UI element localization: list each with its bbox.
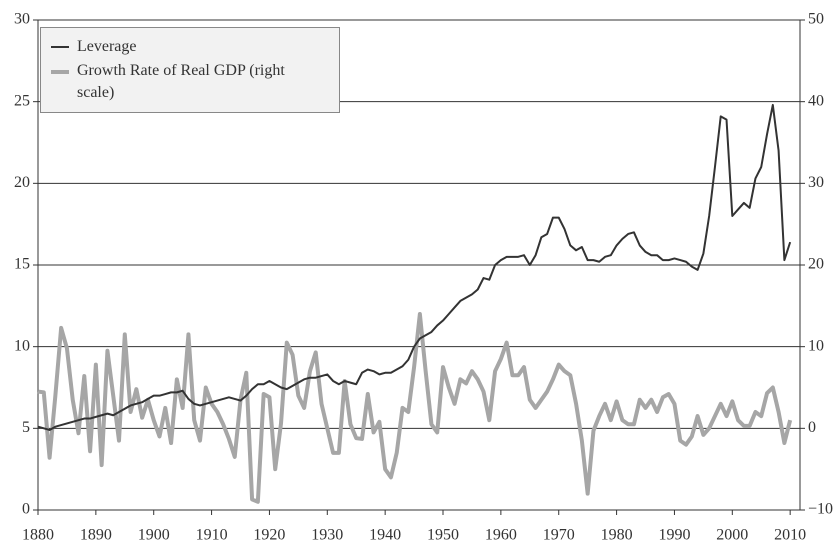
x-tick-label: 1970 bbox=[543, 527, 575, 544]
y2-tick-label: 50 bbox=[808, 11, 824, 28]
legend-swatch bbox=[51, 70, 69, 74]
x-tick-label: 1990 bbox=[658, 527, 690, 544]
legend-label: Growth Rate of Real GDP (right scale) bbox=[77, 62, 285, 101]
x-tick-label: 1950 bbox=[427, 527, 459, 544]
x-tick-label: 1980 bbox=[601, 527, 633, 544]
y-tick-label: 0 bbox=[22, 501, 30, 518]
data-line bbox=[37, 103, 792, 431]
x-tick-label: 1930 bbox=[311, 527, 343, 544]
y2-tick-label: 30 bbox=[808, 174, 824, 191]
y2-tick-label: 10 bbox=[808, 337, 824, 354]
legend-label: Leverage bbox=[77, 38, 137, 55]
y-tick-label: 5 bbox=[22, 419, 30, 436]
y-tick-label: 30 bbox=[14, 11, 30, 28]
x-tick-label: 1880 bbox=[22, 527, 54, 544]
legend-item: Growth Rate of Real GDP (right scale) bbox=[41, 60, 333, 104]
x-tick-label: 1940 bbox=[369, 527, 401, 544]
y2-tick-label: 40 bbox=[808, 92, 824, 109]
x-tick-label: 1920 bbox=[253, 527, 285, 544]
x-tick-label: 1890 bbox=[80, 527, 112, 544]
legend-item: Leverage bbox=[41, 36, 333, 58]
y2-tick-label: 0 bbox=[808, 419, 816, 436]
data-line bbox=[37, 312, 793, 504]
y-tick-label: 10 bbox=[14, 337, 30, 354]
y-tick-label: 25 bbox=[14, 92, 30, 109]
x-tick-label: 1910 bbox=[196, 527, 228, 544]
legend-swatch bbox=[51, 46, 69, 48]
y-tick-label: 15 bbox=[14, 256, 30, 273]
y2-tick-label: 20 bbox=[808, 256, 824, 273]
x-tick-label: 2010 bbox=[774, 527, 806, 544]
legend: Leverage Growth Rate of Real GDP (right s… bbox=[40, 27, 340, 113]
x-tick-label: 2000 bbox=[716, 527, 748, 544]
y2-tick-label: −10 bbox=[808, 501, 833, 518]
x-tick-label: 1960 bbox=[485, 527, 517, 544]
x-tick-label: 1900 bbox=[138, 527, 170, 544]
y-tick-label: 20 bbox=[14, 174, 30, 191]
